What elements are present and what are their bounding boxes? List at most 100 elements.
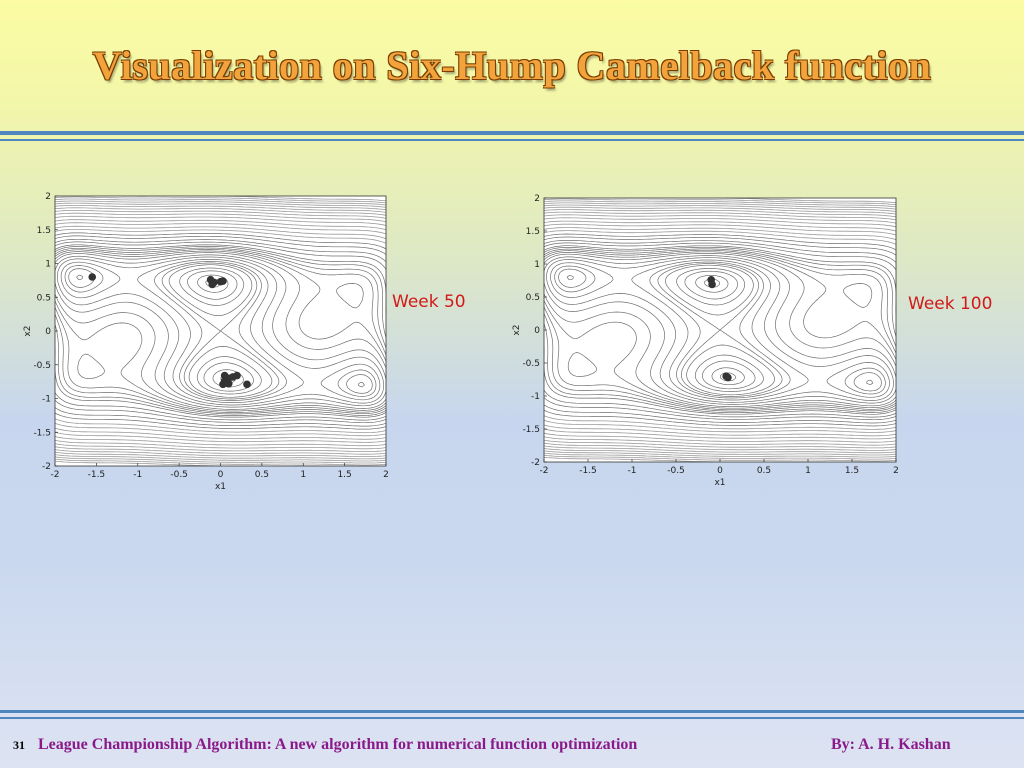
contour-plot-week-50: -2 -1.5 -1 -0.5 0 0.5 1 1.5 2 2 1.5 1 0.5 0 -0.5 -1 -1.5… — [20, 186, 400, 496]
data-point — [208, 280, 217, 289]
y-tick-label: -1 — [531, 392, 540, 402]
contour-level — [544, 245, 896, 415]
contour-level — [55, 250, 386, 412]
footer-author: By: A. H. Kashan — [831, 736, 951, 753]
x-tick-label: 2 — [893, 466, 899, 476]
contour-level — [695, 274, 745, 386]
data-point — [219, 380, 227, 389]
x-tick-label: 1.5 — [845, 466, 859, 476]
x-tick-label: -2 — [51, 470, 60, 480]
contour-level — [68, 262, 373, 400]
page-number: 31 — [13, 738, 25, 752]
x-tick-label: 0 — [717, 466, 723, 476]
contour-level — [544, 209, 896, 451]
data-point — [243, 380, 251, 389]
contour-level — [179, 267, 262, 395]
footer-rule-thick — [0, 710, 1024, 713]
contour-level — [55, 246, 386, 416]
contour-level — [544, 236, 896, 424]
footer-title: League Championship Algorithm: A new alg… — [38, 736, 638, 753]
data-point — [708, 280, 716, 289]
data-point — [224, 379, 233, 388]
contour-plot-week-100-svg: -2 -1.5 -1 -0.5 0 0.5 1 1.5 2 2 1.5 1 0.5 0 -0.5 -1 -1.5… — [512, 194, 899, 488]
x-tick-label: -0.5 — [667, 466, 685, 476]
x-tick-label: 1 — [805, 466, 811, 476]
contour-level — [544, 252, 896, 408]
contour-level — [544, 255, 896, 405]
contour-level — [55, 225, 386, 437]
slide-title: Visualization on Six-Hump Camelback func… — [92, 43, 932, 88]
data-point — [88, 273, 97, 281]
y-tick-label: 0.5 — [37, 293, 51, 303]
contour-level — [55, 254, 386, 408]
contour-plot-week-100: -2 -1.5 -1 -0.5 0 0.5 1 1.5 2 2 1.5 1 0.5 0 -0.5 -1 -1.5… — [505, 188, 905, 494]
y-axis-label: x2 — [512, 324, 522, 335]
x-tick-label: 1 — [300, 470, 306, 480]
contour-level — [55, 235, 386, 427]
contour-level — [55, 232, 386, 430]
x-tick-label: -1 — [133, 470, 142, 480]
contour-level — [187, 270, 254, 392]
contour-level — [544, 242, 896, 418]
contour-level — [55, 229, 386, 433]
y-tick-label: 0 — [534, 326, 540, 336]
y-tick-label: -0.5 — [522, 359, 540, 369]
contour-level — [64, 261, 377, 401]
y-tick-label: 2 — [534, 194, 540, 204]
data-point — [724, 373, 732, 382]
contour-level — [544, 214, 896, 446]
contour-level — [554, 261, 886, 399]
week-100-label: Week 100 — [908, 294, 993, 314]
y-tick-label: 1.5 — [37, 226, 51, 236]
contour-level — [544, 211, 896, 449]
contour-level — [544, 204, 896, 456]
contour-level — [544, 239, 896, 421]
contour-level — [550, 259, 890, 401]
contour-level — [544, 220, 896, 440]
y-tick-label: 0.5 — [526, 293, 540, 303]
contour-level — [55, 198, 386, 464]
contour-level — [55, 249, 386, 413]
contour-level — [57, 256, 384, 406]
y-tick-label: 1 — [45, 260, 51, 270]
header-rule-thick — [0, 131, 1024, 135]
x-tick-label: -0.5 — [170, 470, 188, 480]
contour-lines — [55, 196, 386, 466]
contour-level — [76, 264, 365, 398]
contour-level — [60, 259, 381, 403]
contour-level — [55, 205, 386, 457]
y-tick-label: -1.5 — [522, 425, 540, 435]
data-point — [219, 277, 227, 285]
contour-level — [544, 251, 896, 409]
contour-level — [55, 196, 386, 466]
x-tick-label: 0 — [218, 470, 224, 480]
contour-level — [55, 241, 386, 421]
contour-lines — [544, 198, 896, 462]
data-point — [233, 371, 241, 380]
contour-level — [544, 200, 896, 460]
x-tick-label: 2 — [383, 470, 389, 480]
contour-level — [566, 264, 874, 396]
x-tick-label: 0.5 — [757, 466, 771, 476]
y-axis-label: x2 — [23, 325, 33, 336]
y-tick-label: -2 — [531, 458, 540, 468]
x-tick-label: 0.5 — [255, 470, 269, 480]
contour-level — [55, 252, 386, 410]
footer-rule-thin — [0, 717, 1024, 719]
contour-level — [544, 217, 896, 443]
x-tick-label: -1.5 — [579, 466, 597, 476]
y-tick-label: 2 — [45, 192, 51, 202]
contour-level — [55, 219, 386, 443]
y-tick-label: -1 — [42, 395, 51, 405]
contour-level — [55, 247, 386, 415]
contour-level — [546, 257, 894, 403]
contour-level — [55, 222, 386, 440]
x-tick-label: -1 — [628, 466, 637, 476]
y-tick-label: -2 — [42, 462, 51, 472]
x-axis-label: x1 — [215, 482, 226, 492]
x-tick-label: -1.5 — [88, 470, 106, 480]
x-tick-label: 1.5 — [337, 470, 351, 480]
header-rule-thin — [0, 139, 1024, 141]
contour-level — [544, 248, 896, 412]
x-axis-label: x1 — [714, 478, 725, 488]
